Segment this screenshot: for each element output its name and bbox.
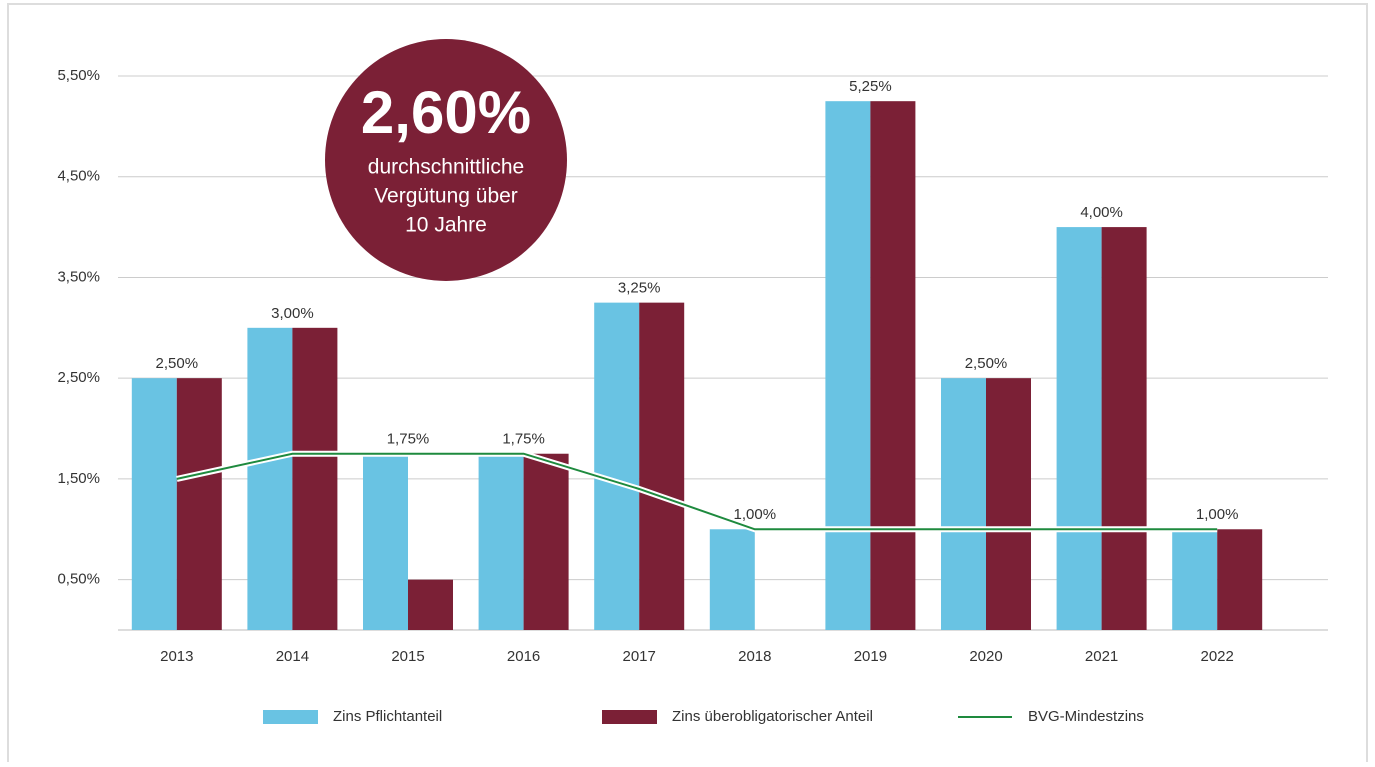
data-label: 1,00% <box>1196 506 1239 523</box>
x-tick-label: 2013 <box>160 648 193 665</box>
y-tick-label: 3,50% <box>57 268 100 285</box>
bar <box>986 378 1031 630</box>
x-tick-label: 2016 <box>507 648 540 665</box>
bar <box>709 529 755 630</box>
data-label: 2,50% <box>965 355 1008 372</box>
legend-swatch <box>602 710 657 724</box>
x-tick-label: 2018 <box>738 648 771 665</box>
bar <box>523 453 569 630</box>
line <box>176 452 1218 531</box>
bar <box>594 302 640 630</box>
bar <box>825 101 871 630</box>
bar <box>941 378 986 630</box>
x-tick-label: 2019 <box>854 648 887 665</box>
bar <box>1172 529 1218 630</box>
x-tick-label: 2022 <box>1201 648 1234 665</box>
legend-label: Zins überobligatorischer Anteil <box>672 708 873 725</box>
bar <box>1056 227 1102 630</box>
legend-label: Zins Pflichtanteil <box>333 708 442 725</box>
legend-swatch <box>263 710 318 724</box>
y-tick-label: 4,50% <box>57 168 100 185</box>
annotation-text: Vergütung über <box>374 185 518 208</box>
bar <box>176 378 222 630</box>
bar <box>292 327 338 630</box>
data-label: 3,25% <box>618 280 661 297</box>
data-label: 1,75% <box>502 431 545 448</box>
y-tick-label: 1,50% <box>57 470 100 487</box>
bar <box>1217 529 1263 630</box>
y-tick-label: 5,50% <box>57 67 100 84</box>
data-label: 1,75% <box>387 431 430 448</box>
bar <box>870 101 916 630</box>
annotation-circle <box>325 39 567 281</box>
x-tick-label: 2014 <box>276 648 309 665</box>
bar <box>247 327 293 630</box>
data-label: 2,50% <box>156 355 199 372</box>
data-label: 1,00% <box>734 506 777 523</box>
y-tick-label: 2,50% <box>57 369 100 386</box>
data-label: 5,25% <box>849 78 892 95</box>
x-tick-label: 2021 <box>1085 648 1118 665</box>
x-tick-label: 2020 <box>969 648 1002 665</box>
x-tick-label: 2017 <box>623 648 656 665</box>
bar <box>131 378 177 630</box>
frame <box>7 3 1368 767</box>
x-tick-label: 2015 <box>391 648 424 665</box>
annotation-headline: 2,60% <box>361 79 531 146</box>
bar <box>478 453 524 630</box>
annotation-text: 10 Jahre <box>405 214 487 237</box>
annotation-text: durchschnittliche <box>368 156 524 179</box>
y-tick-label: 0,50% <box>57 571 100 588</box>
bar <box>1101 227 1147 630</box>
data-label: 4,00% <box>1080 204 1123 221</box>
bar <box>639 302 685 630</box>
legend-label: BVG-Mindestzins <box>1028 708 1144 725</box>
bar <box>408 579 453 630</box>
data-label: 3,00% <box>271 305 314 322</box>
bar <box>363 453 408 630</box>
